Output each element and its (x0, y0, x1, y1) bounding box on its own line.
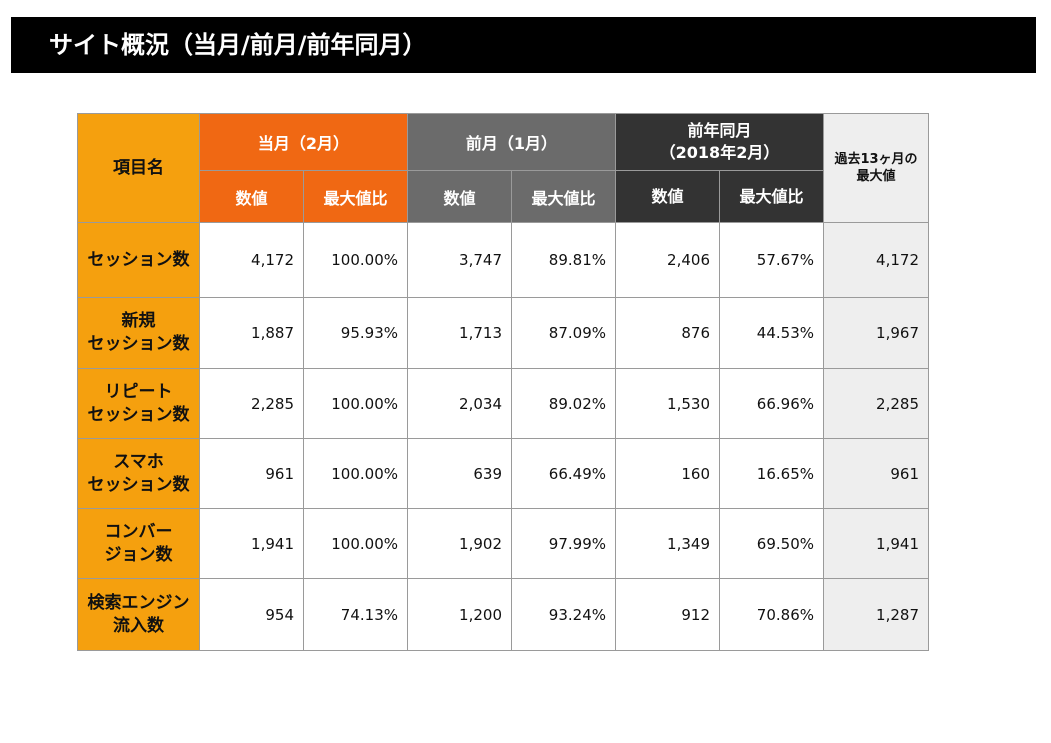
title-bar: サイト概況（当月/前月/前年同月） (11, 17, 1036, 73)
value-cell: 912 (615, 578, 720, 651)
table-row: リピート セッション数 2,285 100.00% 2,034 89.02% 1,530 6… (77, 368, 929, 439)
table-row: 項目名 当月（2月） 前月（1月） 前年同月 （2018年2月） 過去13ヶ月の 最大値 (77, 113, 929, 223)
value-cell: 95.93% (303, 297, 408, 369)
row-label: 検索エンジン 流入数 (77, 578, 200, 651)
max-header: 過去13ヶ月の 最大値 (823, 113, 929, 223)
value-cell: 69.50% (719, 508, 824, 579)
value-cell: 100.00% (303, 438, 408, 509)
value-cell: 160 (615, 438, 720, 509)
max-cell: 2,285 (823, 368, 929, 439)
sub-header: 最大値比 (511, 170, 616, 223)
table-row: スマホ セッション数 961 100.00% 639 66.49% 160 16.65% 96… (77, 438, 929, 509)
row-label: リピート セッション数 (77, 368, 200, 439)
sub-header: 数値 (199, 170, 304, 223)
value-cell: 66.96% (719, 368, 824, 439)
page-title: サイト概況（当月/前月/前年同月） (49, 31, 427, 59)
max-cell: 1,941 (823, 508, 929, 579)
value-cell: 876 (615, 297, 720, 369)
table-row: 数値 最大値比 数値 最大値比 数値 最大値比 (78, 170, 929, 223)
item-header: 項目名 (77, 113, 200, 223)
table-row: 新規 セッション数 1,887 95.93% 1,713 87.09% 876 44.53%… (77, 297, 929, 369)
value-cell: 100.00% (303, 508, 408, 579)
value-cell: 961 (199, 438, 304, 509)
group-header: 前年同月 （2018年2月） (615, 113, 824, 171)
value-cell: 70.86% (719, 578, 824, 651)
value-cell: 74.13% (303, 578, 408, 651)
table-row: 検索エンジン 流入数 954 74.13% 1,200 93.24% 912 70.86% 1… (77, 578, 929, 651)
max-cell: 1,967 (823, 297, 929, 369)
row-label: セッション数 (77, 222, 200, 298)
value-cell: 4,172 (199, 222, 304, 298)
sub-header: 数値 (615, 170, 720, 223)
sub-header: 数値 (407, 170, 512, 223)
summary-table: 項目名 当月（2月） 前月（1月） 前年同月 （2018年2月） 過去13ヶ月の 最大値… (77, 113, 929, 651)
value-cell: 2,406 (615, 222, 720, 298)
group-header: 当月（2月） (199, 113, 408, 171)
value-cell: 16.65% (719, 438, 824, 509)
value-cell: 1,941 (199, 508, 304, 579)
value-cell: 1,349 (615, 508, 720, 579)
value-cell: 2,034 (407, 368, 512, 439)
value-cell: 89.02% (511, 368, 616, 439)
value-cell: 66.49% (511, 438, 616, 509)
max-cell: 961 (823, 438, 929, 509)
value-cell: 954 (199, 578, 304, 651)
value-cell: 97.99% (511, 508, 616, 579)
sub-header: 最大値比 (719, 170, 824, 223)
value-cell: 89.81% (511, 222, 616, 298)
row-label: スマホ セッション数 (77, 438, 200, 509)
max-cell: 4,172 (823, 222, 929, 298)
row-label: 新規 セッション数 (77, 297, 200, 369)
value-cell: 2,285 (199, 368, 304, 439)
row-label: コンバー ジョン数 (77, 508, 200, 579)
max-cell: 1,287 (823, 578, 929, 651)
value-cell: 639 (407, 438, 512, 509)
value-cell: 1,887 (199, 297, 304, 369)
value-cell: 1,902 (407, 508, 512, 579)
value-cell: 87.09% (511, 297, 616, 369)
value-cell: 1,530 (615, 368, 720, 439)
group-header: 前月（1月） (407, 113, 616, 171)
value-cell: 100.00% (303, 222, 408, 298)
value-cell: 44.53% (719, 297, 824, 369)
value-cell: 100.00% (303, 368, 408, 439)
value-cell: 57.67% (719, 222, 824, 298)
table-row: セッション数 4,172 100.00% 3,747 89.81% 2,406 57.67%… (77, 222, 929, 298)
table-row: コンバー ジョン数 1,941 100.00% 1,902 97.99% 1,349 69.… (77, 508, 929, 579)
sub-header: 最大値比 (303, 170, 408, 223)
value-cell: 93.24% (511, 578, 616, 651)
value-cell: 3,747 (407, 222, 512, 298)
value-cell: 1,713 (407, 297, 512, 369)
value-cell: 1,200 (407, 578, 512, 651)
